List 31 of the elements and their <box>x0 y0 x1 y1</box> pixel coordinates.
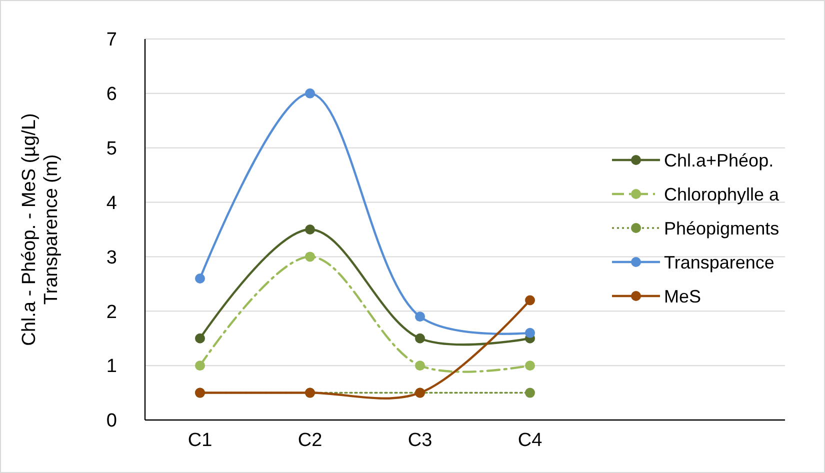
point <box>195 273 205 284</box>
y-tick-label: 7 <box>106 30 117 51</box>
y-tick-label: 1 <box>106 356 117 378</box>
y-tick-label: 3 <box>106 247 117 268</box>
x-tick-label: C2 <box>298 430 322 451</box>
x-tick-label: C1 <box>188 430 212 451</box>
legend-label: MeS <box>664 286 702 306</box>
y-tick-label: 0 <box>106 410 117 432</box>
point <box>305 252 315 262</box>
point <box>195 333 205 344</box>
y-tick-label: 5 <box>106 138 117 160</box>
y-tick-label: 6 <box>106 84 117 106</box>
point <box>525 295 535 306</box>
point <box>415 360 425 371</box>
point <box>195 360 205 371</box>
x-tick-label: C4 <box>518 430 543 451</box>
point <box>305 224 315 234</box>
point <box>525 360 535 371</box>
y-tick-label: 2 <box>106 302 117 323</box>
point <box>415 333 425 344</box>
point <box>525 388 535 398</box>
y-axis-title: Chl.a - Phéop. - MeS (µg/L) Transparence (m) <box>19 113 62 346</box>
point <box>415 312 425 322</box>
point <box>305 88 315 98</box>
legend-label: Transparence <box>664 252 774 272</box>
y-tick-label: 4 <box>106 192 118 214</box>
legend-label: Chl.a+Phéop. <box>664 150 774 170</box>
x-tick-label: C3 <box>408 430 432 451</box>
legend-label: Phéopigments <box>664 218 780 238</box>
legend-label: Chlorophylle a <box>664 184 780 204</box>
point <box>525 328 535 338</box>
